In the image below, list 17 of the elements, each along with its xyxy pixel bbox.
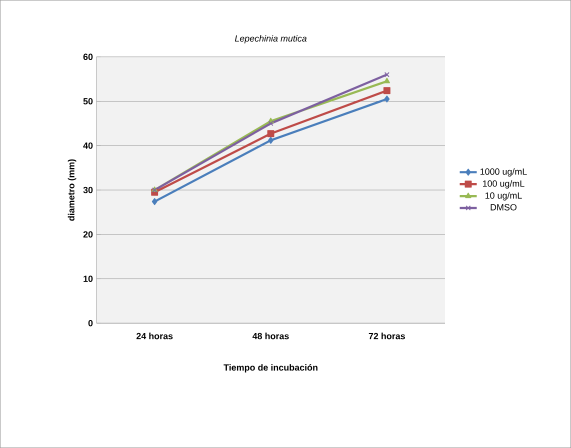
legend-label: 100 ug/mL <box>483 180 524 188</box>
x-tick-label: 72 horas <box>368 332 405 340</box>
y-axis-title: diametro (mm) <box>68 159 76 221</box>
y-tick-label: 60 <box>83 54 93 60</box>
legend-label: DMSO <box>490 204 517 210</box>
x-axis-title: Tiempo de incubación <box>224 364 318 372</box>
y-tick-label: 20 <box>83 231 93 238</box>
y-tick-label: 0 <box>88 320 93 326</box>
legend-label: 10 ug/mL <box>485 192 522 200</box>
legend-label: 1000 ug/mL <box>480 168 527 177</box>
y-tick-label: 30 <box>83 186 93 194</box>
x-tick-label: 48 horas <box>252 332 289 340</box>
chart-title: Lepechinia mutica <box>234 35 307 44</box>
y-tick-label: 50 <box>83 98 93 104</box>
x-tick-label: 24 horas <box>136 332 173 340</box>
y-tick-label: 40 <box>83 142 93 149</box>
y-tick-label: 10 <box>84 276 93 282</box>
